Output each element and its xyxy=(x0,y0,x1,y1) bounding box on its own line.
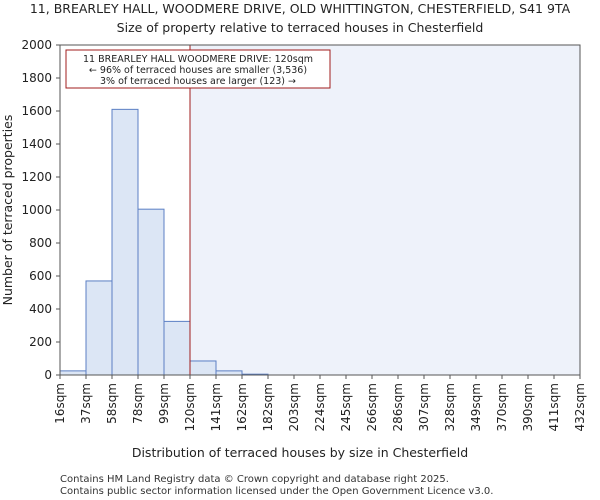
x-tick-label: 307sqm xyxy=(417,383,431,431)
y-ticks: 0 200 400 600 800 1000 1200 1400 1600 1800 2000 xyxy=(21,38,60,382)
x-tick-label: 37sqm xyxy=(79,383,93,424)
bar-120sqm xyxy=(189,360,217,376)
annotation-box: 11 BREARLEY HALL WOODMERE DRIVE: 120sqm … xyxy=(65,49,331,89)
y-tick-label: 600 xyxy=(29,269,52,283)
x-tick-label: 99sqm xyxy=(157,383,171,424)
x-tick-label: 245sqm xyxy=(339,383,353,431)
bar-99sqm xyxy=(163,320,191,376)
x-tick-label: 432sqm xyxy=(573,383,587,431)
chart-subtitle: Size of property relative to terraced ho… xyxy=(117,20,484,35)
x-tick-label: 266sqm xyxy=(365,383,379,431)
x-tick-label: 120sqm xyxy=(183,383,197,431)
x-tick-label: 286sqm xyxy=(391,383,405,431)
footer-line-2: Contains public sector information licen… xyxy=(60,486,493,497)
bar-141sqm xyxy=(215,370,243,376)
bar-16sqm xyxy=(59,370,87,376)
bars xyxy=(59,108,269,376)
x-tick-label: 203sqm xyxy=(287,383,301,431)
y-tick-label: 200 xyxy=(29,335,52,349)
y-tick-label: 1200 xyxy=(21,170,52,184)
x-tick-label: 16sqm xyxy=(53,383,67,424)
larger-region-shade xyxy=(190,45,580,375)
y-tick-label: 1000 xyxy=(21,203,52,217)
bar-78sqm xyxy=(137,208,165,376)
annotation-line-1: 11 BREARLEY HALL WOODMERE DRIVE: 120sqm xyxy=(83,54,313,65)
x-tick-label: 162sqm xyxy=(235,383,249,431)
y-tick-label: 0 xyxy=(44,368,52,382)
chart-title: 11, BREARLEY HALL, WOODMERE DRIVE, OLD W… xyxy=(30,1,571,16)
y-tick-label: 1600 xyxy=(21,104,52,118)
bar-37sqm xyxy=(85,280,113,376)
x-tick-label: 182sqm xyxy=(261,383,275,431)
x-tick-label: 78sqm xyxy=(131,383,145,424)
y-tick-label: 2000 xyxy=(21,38,52,52)
x-tick-label: 370sqm xyxy=(495,383,509,431)
x-tick-label: 349sqm xyxy=(469,383,483,431)
y-tick-label: 1400 xyxy=(21,137,52,151)
y-tick-label: 800 xyxy=(29,236,52,250)
y-tick-label: 400 xyxy=(29,302,52,316)
x-tick-label: 328sqm xyxy=(443,383,457,431)
y-tick-label: 1800 xyxy=(21,71,52,85)
x-ticks: 16sqm 37sqm 58sqm 78sqm 99sqm 120sqm 141sqm 162… xyxy=(53,375,587,431)
bar-58sqm xyxy=(111,108,139,376)
x-tick-label: 390sqm xyxy=(521,383,535,431)
x-tick-label: 411sqm xyxy=(547,383,561,431)
y-axis-label: Number of terraced properties xyxy=(0,115,15,306)
x-axis-label: Distribution of terraced houses by size … xyxy=(132,445,468,460)
annotation-line-3: 3% of terraced houses are larger (123) → xyxy=(100,76,296,87)
plot-background xyxy=(190,45,580,375)
x-tick-label: 58sqm xyxy=(105,383,119,424)
x-tick-label: 141sqm xyxy=(209,383,223,431)
footer-line-1: Contains HM Land Registry data © Crown c… xyxy=(60,474,449,485)
x-tick-label: 224sqm xyxy=(313,383,327,431)
annotation-line-2: ← 96% of terraced houses are smaller (3,… xyxy=(89,65,307,76)
